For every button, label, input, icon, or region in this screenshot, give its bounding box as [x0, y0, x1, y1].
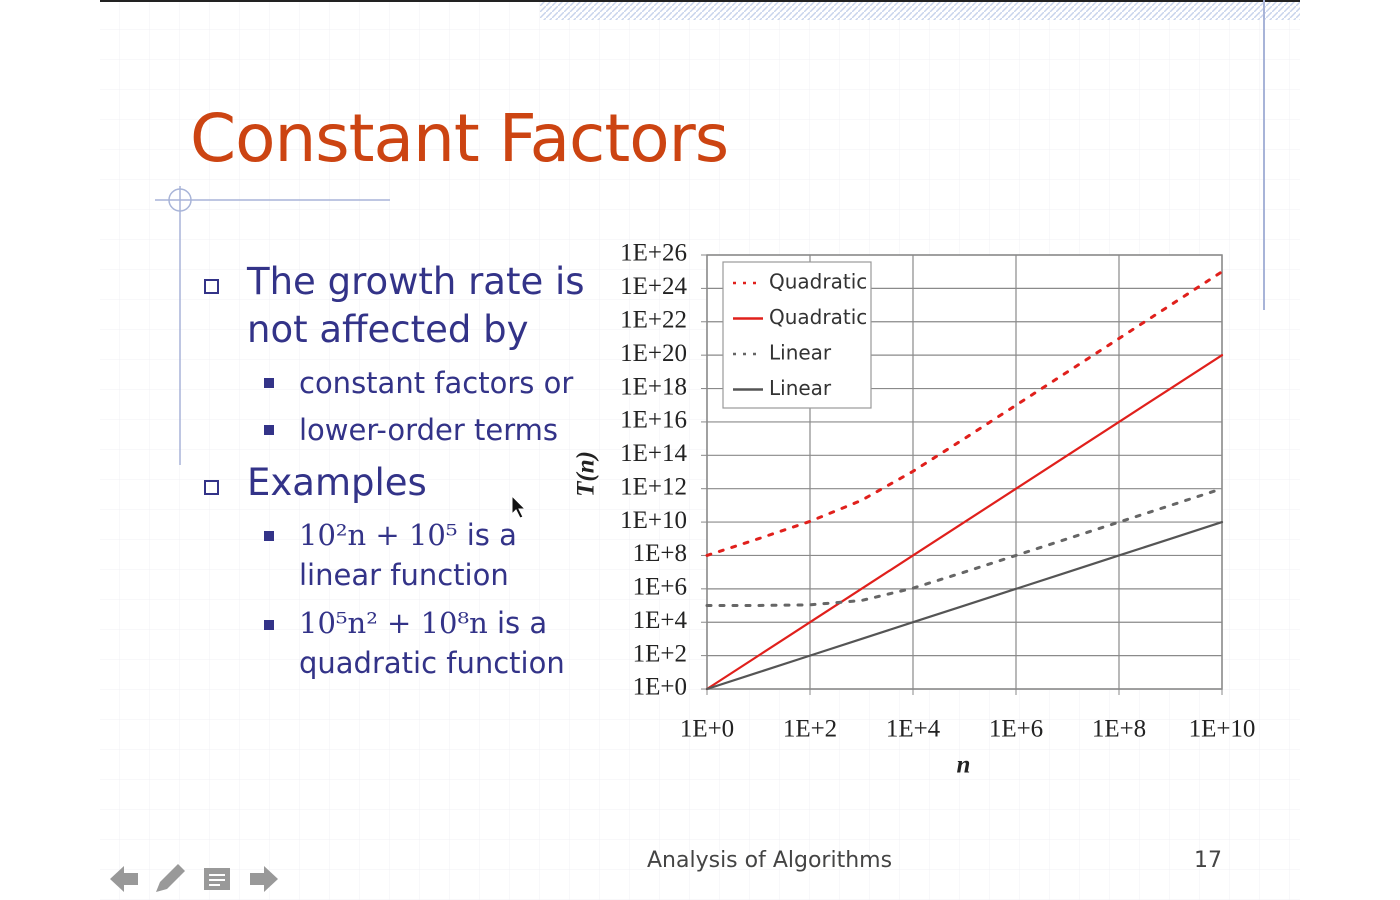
y-axis-label: T(n) — [573, 451, 600, 497]
bullet: The growth rate is not affected by — [247, 260, 585, 351]
slide-title: Constant Factors — [190, 100, 729, 177]
x-tick-label: 1E+8 — [1092, 716, 1146, 743]
series-line — [705, 487, 1224, 608]
y-tick-label: 1E+20 — [620, 340, 687, 367]
y-tick-label: 1E+4 — [633, 607, 688, 634]
notes-button[interactable] — [204, 868, 230, 890]
x-axis-label: n — [957, 752, 971, 779]
bullet-text: is a linear function — [299, 518, 517, 592]
y-tick-label: 1E+18 — [620, 373, 687, 400]
mouse-cursor — [511, 494, 527, 519]
chart: 1E+0 1E+2 1E+4 1E+6 1E+8 1E+10 1E+12 1E+14 1E+16… — [573, 240, 1256, 779]
series-line — [705, 270, 1224, 557]
legend-box — [722, 261, 872, 409]
sub-bullet: 10⁵n² + 10⁸n is a quadratic function — [299, 603, 599, 683]
y-tick-label: 1E+12 — [620, 473, 687, 500]
x-tick-label: 1E+6 — [989, 716, 1043, 743]
legend-label: Quadratic — [769, 270, 867, 294]
bullet-marker — [204, 480, 219, 495]
prev-button[interactable] — [110, 866, 138, 892]
y-tick-label: 1E+24 — [620, 273, 687, 300]
sub-bullet: constant factors or — [299, 366, 574, 400]
formula: 10⁵n² + 10⁸n — [299, 606, 488, 640]
sub-bullet-marker — [264, 425, 274, 435]
next-button[interactable] — [250, 866, 278, 892]
header-stripe — [540, 2, 1300, 20]
sub-bullet: lower-order terms — [299, 413, 558, 447]
x-tick-label: 1E+4 — [886, 716, 941, 743]
y-tick-label: 1E+8 — [633, 540, 687, 567]
sub-bullet-marker — [264, 378, 274, 388]
bullet-marker — [204, 279, 219, 294]
bullet: Examples — [247, 461, 427, 504]
y-tick-label: 1E+0 — [633, 674, 687, 701]
legend-label: Quadratic — [769, 305, 867, 329]
sub-bullet: 10²n + 10⁵ is a linear function — [299, 515, 599, 595]
y-tick-label: 1E+26 — [620, 240, 687, 267]
nav-bar — [110, 864, 278, 892]
legend-label: Linear — [769, 341, 832, 365]
page-number: 17 — [1194, 848, 1222, 873]
footer: Analysis of Algorithms — [647, 848, 893, 873]
y-tick-label: 1E+10 — [620, 507, 687, 534]
y-tick-label: 1E+22 — [620, 307, 687, 334]
sub-bullet-marker — [264, 620, 274, 630]
series-line — [705, 354, 1224, 691]
y-tick-label: 1E+2 — [633, 640, 687, 667]
bullet-text: is a quadratic function — [299, 606, 565, 680]
legend-label: Linear — [769, 376, 832, 400]
x-tick-label: 1E+2 — [783, 716, 837, 743]
x-tick-label: 1E+0 — [680, 716, 734, 743]
y-tick-label: 1E+16 — [620, 407, 687, 434]
y-tick-label: 1E+6 — [633, 574, 687, 601]
formula: 10²n + 10⁵ — [299, 518, 458, 552]
sub-bullet-marker — [264, 531, 274, 541]
pen-button[interactable] — [156, 864, 185, 892]
deco-circle — [168, 188, 192, 212]
y-tick-label: 1E+14 — [620, 440, 687, 467]
x-tick-label: 1E+10 — [1189, 716, 1256, 743]
series-line — [705, 520, 1224, 691]
